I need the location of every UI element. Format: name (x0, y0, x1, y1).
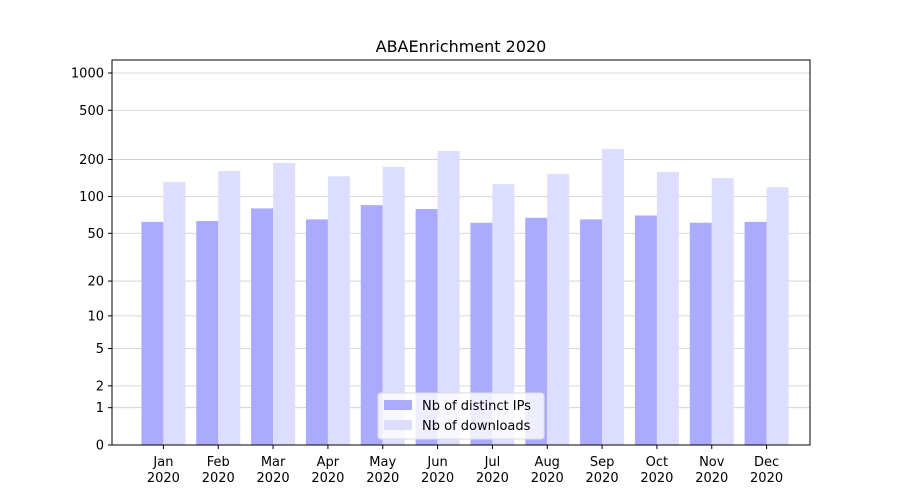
y-tick-label: 500 (79, 104, 104, 119)
bar (766, 187, 789, 445)
bar (218, 171, 241, 445)
bar (656, 172, 679, 445)
bar (305, 219, 328, 445)
x-tick-label: May 2020 (366, 455, 399, 486)
bar (196, 221, 219, 445)
y-tick-label: 1 (96, 401, 104, 416)
bar (360, 205, 383, 445)
bar (689, 222, 712, 445)
bar (141, 221, 164, 445)
legend-label: Nb of downloads (422, 419, 531, 434)
y-tick-label: 10 (87, 309, 104, 324)
y-tick-label: 2 (96, 379, 104, 394)
x-tick-label: Dec 2020 (750, 455, 783, 486)
legend: Nb of distinct IPs Nb of downloads (377, 392, 545, 440)
x-tick-label: Feb 2020 (202, 455, 235, 486)
y-tick-label: 1000 (71, 66, 104, 81)
bar (580, 219, 603, 445)
bar (382, 166, 405, 446)
chart-title: ABAEnrichment 2020 (376, 37, 547, 56)
y-tick-label: 5 (96, 342, 104, 357)
bar (251, 208, 274, 445)
y-tick-label: 100 (79, 190, 104, 205)
bar (711, 178, 734, 446)
x-tick-label: Jun 2020 (421, 455, 454, 486)
legend-box (377, 392, 545, 440)
y-tick-label: 20 (87, 275, 104, 290)
bar (437, 151, 460, 445)
bar (415, 209, 438, 445)
x-tick-label: Jul 2020 (476, 455, 509, 486)
y-tick-label: 0 (96, 439, 104, 454)
bar (744, 221, 767, 445)
bar (634, 215, 657, 445)
legend-label: Nb of distinct IPs (422, 399, 531, 414)
y-tick-label: 200 (79, 153, 104, 168)
x-tick-label: Sep 2020 (586, 455, 619, 486)
x-tick-label: Aug 2020 (531, 455, 564, 486)
legend-swatch (384, 420, 412, 430)
bar (547, 174, 570, 445)
y-tick-label: 50 (87, 227, 104, 242)
bar (470, 222, 493, 445)
x-tick-label: Jan 2020 (147, 455, 180, 486)
x-tick-label: Oct 2020 (640, 455, 673, 486)
legend-swatch (384, 400, 412, 410)
bar (163, 182, 186, 445)
bar (327, 176, 350, 445)
x-tick-label: Apr 2020 (311, 455, 344, 486)
bar (273, 163, 296, 445)
bar (602, 148, 625, 446)
bar (492, 184, 515, 445)
x-tick-label: Mar 2020 (257, 455, 290, 486)
bar (525, 217, 548, 445)
plot-frame (111, 59, 811, 446)
x-tick-label: Nov 2020 (695, 455, 728, 486)
